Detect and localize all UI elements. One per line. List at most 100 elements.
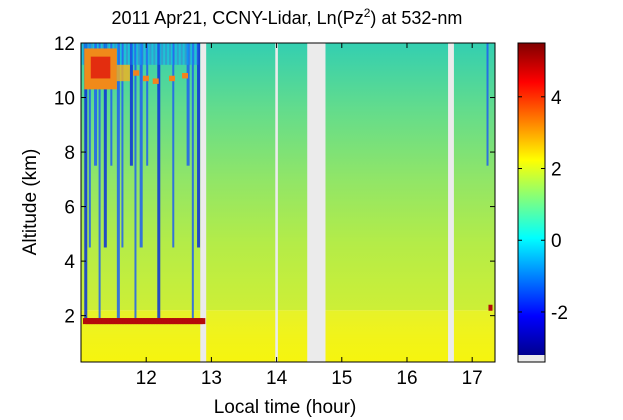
boundary-layer-echo [155, 318, 161, 325]
cloud-fragment [152, 78, 159, 84]
boundary-layer-echo [116, 318, 122, 325]
plot-area [81, 43, 495, 362]
noise-speckle [165, 43, 168, 65]
boundary-layer-echo [142, 318, 148, 325]
noise-speckle [139, 43, 142, 65]
noise-speckle [194, 43, 197, 65]
noise-speckle [143, 43, 146, 65]
noise-speckle [81, 43, 83, 65]
cloud-patch [116, 64, 130, 82]
boundary-layer-segment [325, 310, 449, 362]
boundary-layer-echo [200, 318, 206, 325]
noise-speckle [159, 43, 162, 65]
noise-speckle [149, 43, 152, 65]
noise-speckle [129, 43, 132, 65]
noise-speckle [82, 43, 85, 65]
plot-frame [80, 42, 496, 363]
boundary-layer-echo [85, 318, 91, 325]
noise-speckle [182, 43, 185, 65]
boundary-layer-echo [103, 318, 109, 325]
boundary-layer-echo [189, 318, 195, 325]
boundary-layer-echo [161, 318, 167, 325]
boundary-layer-echo [129, 318, 135, 325]
boundary-layer-echo [140, 318, 146, 325]
boundary-layer-echo [88, 318, 94, 325]
noise-speckle [174, 43, 177, 65]
boundary-layer-echo [82, 318, 88, 325]
noise-speckle [190, 43, 193, 65]
boundary-layer-echo [132, 318, 138, 325]
boundary-layer-echo [127, 318, 133, 325]
colorbar-tick-label: -2 [551, 303, 568, 324]
boundary-layer-echo [166, 318, 172, 325]
noise-speckle [157, 43, 160, 65]
colorbar-ticks: -2 0 2 4 [518, 88, 568, 324]
noise-speckle [167, 43, 170, 65]
boundary-layer-echo [179, 318, 185, 325]
boundary-layer-echo [135, 318, 141, 325]
colorbar-tick-label: 4 [551, 88, 562, 109]
x-tick-label: 12 [136, 368, 157, 389]
noise-column [134, 43, 137, 319]
y-tick-label: 10 [54, 89, 75, 110]
boundary-layer-echo [101, 318, 107, 325]
boundary-layer-echo [182, 318, 188, 325]
noise-speckle [125, 43, 128, 65]
noise-column [172, 43, 175, 248]
noise-column [103, 43, 107, 248]
boundary-layer-echo [150, 318, 156, 325]
colorbar-tick-label: 2 [551, 160, 562, 181]
free-troposphere-segment [325, 43, 449, 311]
x-tick-label: 13 [201, 368, 222, 389]
boundary-layer-echo [169, 318, 175, 325]
boundary-layer-echo [106, 318, 112, 325]
noise-speckle [188, 43, 191, 65]
noise-column [186, 43, 190, 166]
noise-speckle [186, 43, 189, 65]
noise-speckle [122, 43, 125, 65]
boundary-layer-echo [93, 318, 99, 325]
noise-column [197, 43, 201, 248]
boundary-layer-segment [453, 310, 495, 362]
boundary-layer-echo [109, 318, 115, 325]
noise-speckle [163, 43, 166, 65]
boundary-layer-echo [176, 318, 182, 325]
cloud-fragment [133, 70, 140, 76]
y-axis: 2 4 6 8 10 12 [54, 34, 495, 328]
noise-column [191, 43, 194, 319]
boundary-layer-echo [174, 318, 180, 325]
free-troposphere-segment [453, 43, 495, 311]
cloud-fragment [169, 75, 176, 82]
y-tick-label: 6 [64, 198, 75, 219]
noise-speckle [161, 43, 164, 65]
noise-speckle [124, 43, 127, 65]
noise-speckle [145, 43, 148, 65]
boundary-layer-echo [95, 318, 101, 325]
noise-speckle [151, 43, 154, 65]
x-axis-label: Local time (hour) [214, 397, 357, 418]
cloud-core [90, 56, 111, 79]
x-tick-label: 14 [266, 368, 288, 389]
boundary-layer-echo [192, 318, 198, 325]
boundary-layer-echo [184, 318, 190, 325]
boundary-layer-echo [145, 318, 151, 325]
boundary-layer-echo [148, 318, 154, 325]
boundary-layer-echo [124, 318, 130, 325]
x-tick-label: 15 [331, 368, 352, 389]
boundary-layer-segment [206, 310, 276, 362]
noise-column [88, 43, 91, 248]
noise-columns [81, 43, 489, 319]
noise-speckle [120, 43, 123, 65]
boundary-layer-echo [137, 318, 143, 325]
noise-speckle [135, 43, 138, 65]
boundary-layer-echo [122, 318, 128, 325]
boundary-layer-segment [277, 310, 308, 362]
noise-speckle [137, 43, 140, 65]
boundary-layer-echo [488, 304, 493, 311]
colorbar: -2 0 2 4 [517, 42, 568, 363]
y-tick-label: 12 [54, 34, 75, 55]
y-axis-label: Altitude (km) [20, 149, 41, 256]
boundary-layer-echo [119, 318, 125, 325]
noise-speckle [118, 43, 121, 65]
